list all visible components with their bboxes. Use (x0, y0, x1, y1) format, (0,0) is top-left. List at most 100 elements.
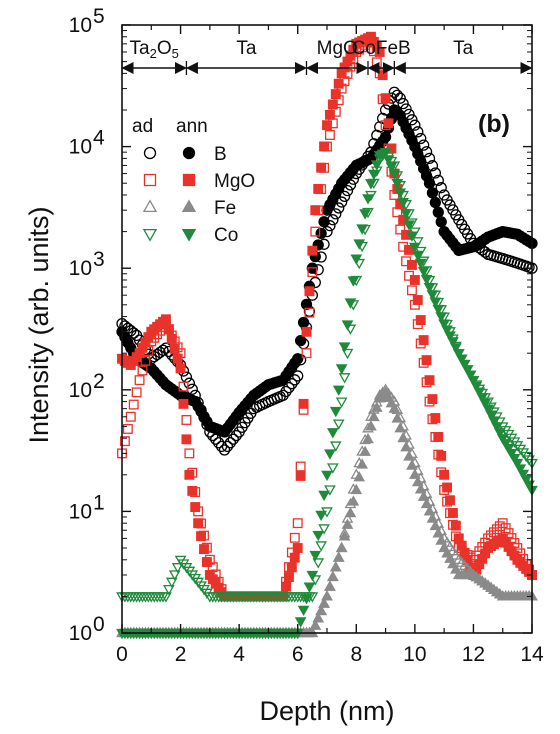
data-point (362, 194, 374, 205)
data-point (426, 290, 439, 301)
data-point (432, 527, 445, 538)
data-point (218, 444, 231, 456)
data-point (409, 242, 421, 254)
data-point (295, 470, 306, 481)
y-tick-label: 10 (69, 622, 92, 645)
data-point (324, 109, 335, 120)
data-point (464, 370, 477, 382)
data-point (122, 424, 133, 434)
legend-marker-ann (181, 199, 197, 213)
y-tick-exponent: 5 (93, 5, 105, 28)
data-point (411, 250, 424, 262)
data-point (344, 298, 357, 309)
data-point (178, 398, 189, 409)
data-point (461, 365, 474, 376)
data-point (289, 532, 300, 543)
data-point (403, 450, 415, 461)
data-point (482, 404, 494, 415)
data-point (297, 316, 310, 329)
data-point (423, 177, 436, 189)
layer-label-part: 5 (172, 46, 179, 61)
data-point (494, 521, 505, 532)
data-point (292, 518, 303, 529)
data-point (298, 398, 309, 409)
legend-entry: MgO (143, 171, 255, 192)
data-point (397, 197, 409, 209)
data-point (230, 429, 242, 442)
data-point (300, 594, 313, 605)
data-point (417, 490, 430, 501)
data-point (315, 227, 327, 240)
data-point (310, 205, 321, 216)
data-point (433, 431, 444, 442)
x-axis-title: Depth (nm) (259, 696, 394, 726)
data-point (341, 320, 354, 331)
y-tick-base: 10 (69, 500, 92, 523)
data-point (330, 89, 341, 100)
legend-header-ann: ann (176, 116, 208, 137)
data-point (359, 445, 371, 456)
layer-label: Ta (453, 38, 474, 59)
layer-label: MgO (317, 38, 358, 59)
data-point (315, 541, 327, 552)
data-point (315, 510, 327, 522)
y-tick-base: 10 (69, 622, 92, 645)
y-tick-exponent: 3 (93, 248, 105, 271)
data-point (406, 459, 418, 470)
data-point (429, 196, 442, 209)
data-point (356, 224, 368, 235)
data-point (374, 47, 385, 57)
data-point (359, 209, 371, 220)
data-point (319, 141, 330, 152)
x-tick-label: 12 (462, 643, 485, 666)
data-point (445, 495, 455, 506)
data-point (444, 331, 456, 342)
data-point (166, 333, 177, 344)
data-point (418, 335, 429, 346)
data-point (332, 385, 345, 396)
data-point (318, 597, 330, 608)
data-point (157, 344, 169, 356)
data-point (187, 485, 198, 496)
data-point (500, 523, 511, 534)
data-point (307, 267, 318, 278)
data-point (350, 254, 363, 265)
data-point (292, 370, 304, 382)
data-point (394, 188, 407, 199)
data-point (327, 428, 339, 439)
data-point (184, 469, 195, 480)
layer-label: CoFeB (352, 38, 411, 59)
data-point (379, 148, 392, 159)
data-point (184, 448, 195, 459)
data-point (309, 619, 322, 630)
data-point (193, 518, 204, 529)
series-mgo-ann (117, 31, 537, 602)
data-point (341, 348, 354, 360)
x-tick-label: 6 (292, 643, 304, 666)
legend-marker-ad (142, 228, 158, 242)
data-point (406, 231, 418, 242)
data-point (315, 604, 327, 616)
data-point (175, 363, 186, 374)
data-point (295, 461, 306, 472)
y-tick-base: 10 (69, 379, 92, 402)
data-point (514, 464, 527, 475)
data-point (294, 334, 307, 347)
legend-entry: B (143, 144, 227, 165)
y-tick-exponent: 0 (93, 613, 105, 636)
data-point (450, 520, 461, 531)
data-point (309, 550, 322, 562)
data-point (414, 483, 427, 494)
data-point (281, 581, 291, 592)
data-point (338, 342, 351, 353)
data-point (329, 561, 342, 572)
data-point (335, 364, 348, 375)
data-point (488, 527, 499, 538)
x-tick-label: 8 (350, 643, 362, 666)
data-point (424, 375, 435, 386)
data-point (332, 419, 345, 430)
data-point (427, 394, 438, 405)
data-point (183, 377, 196, 389)
data-point (370, 401, 383, 412)
